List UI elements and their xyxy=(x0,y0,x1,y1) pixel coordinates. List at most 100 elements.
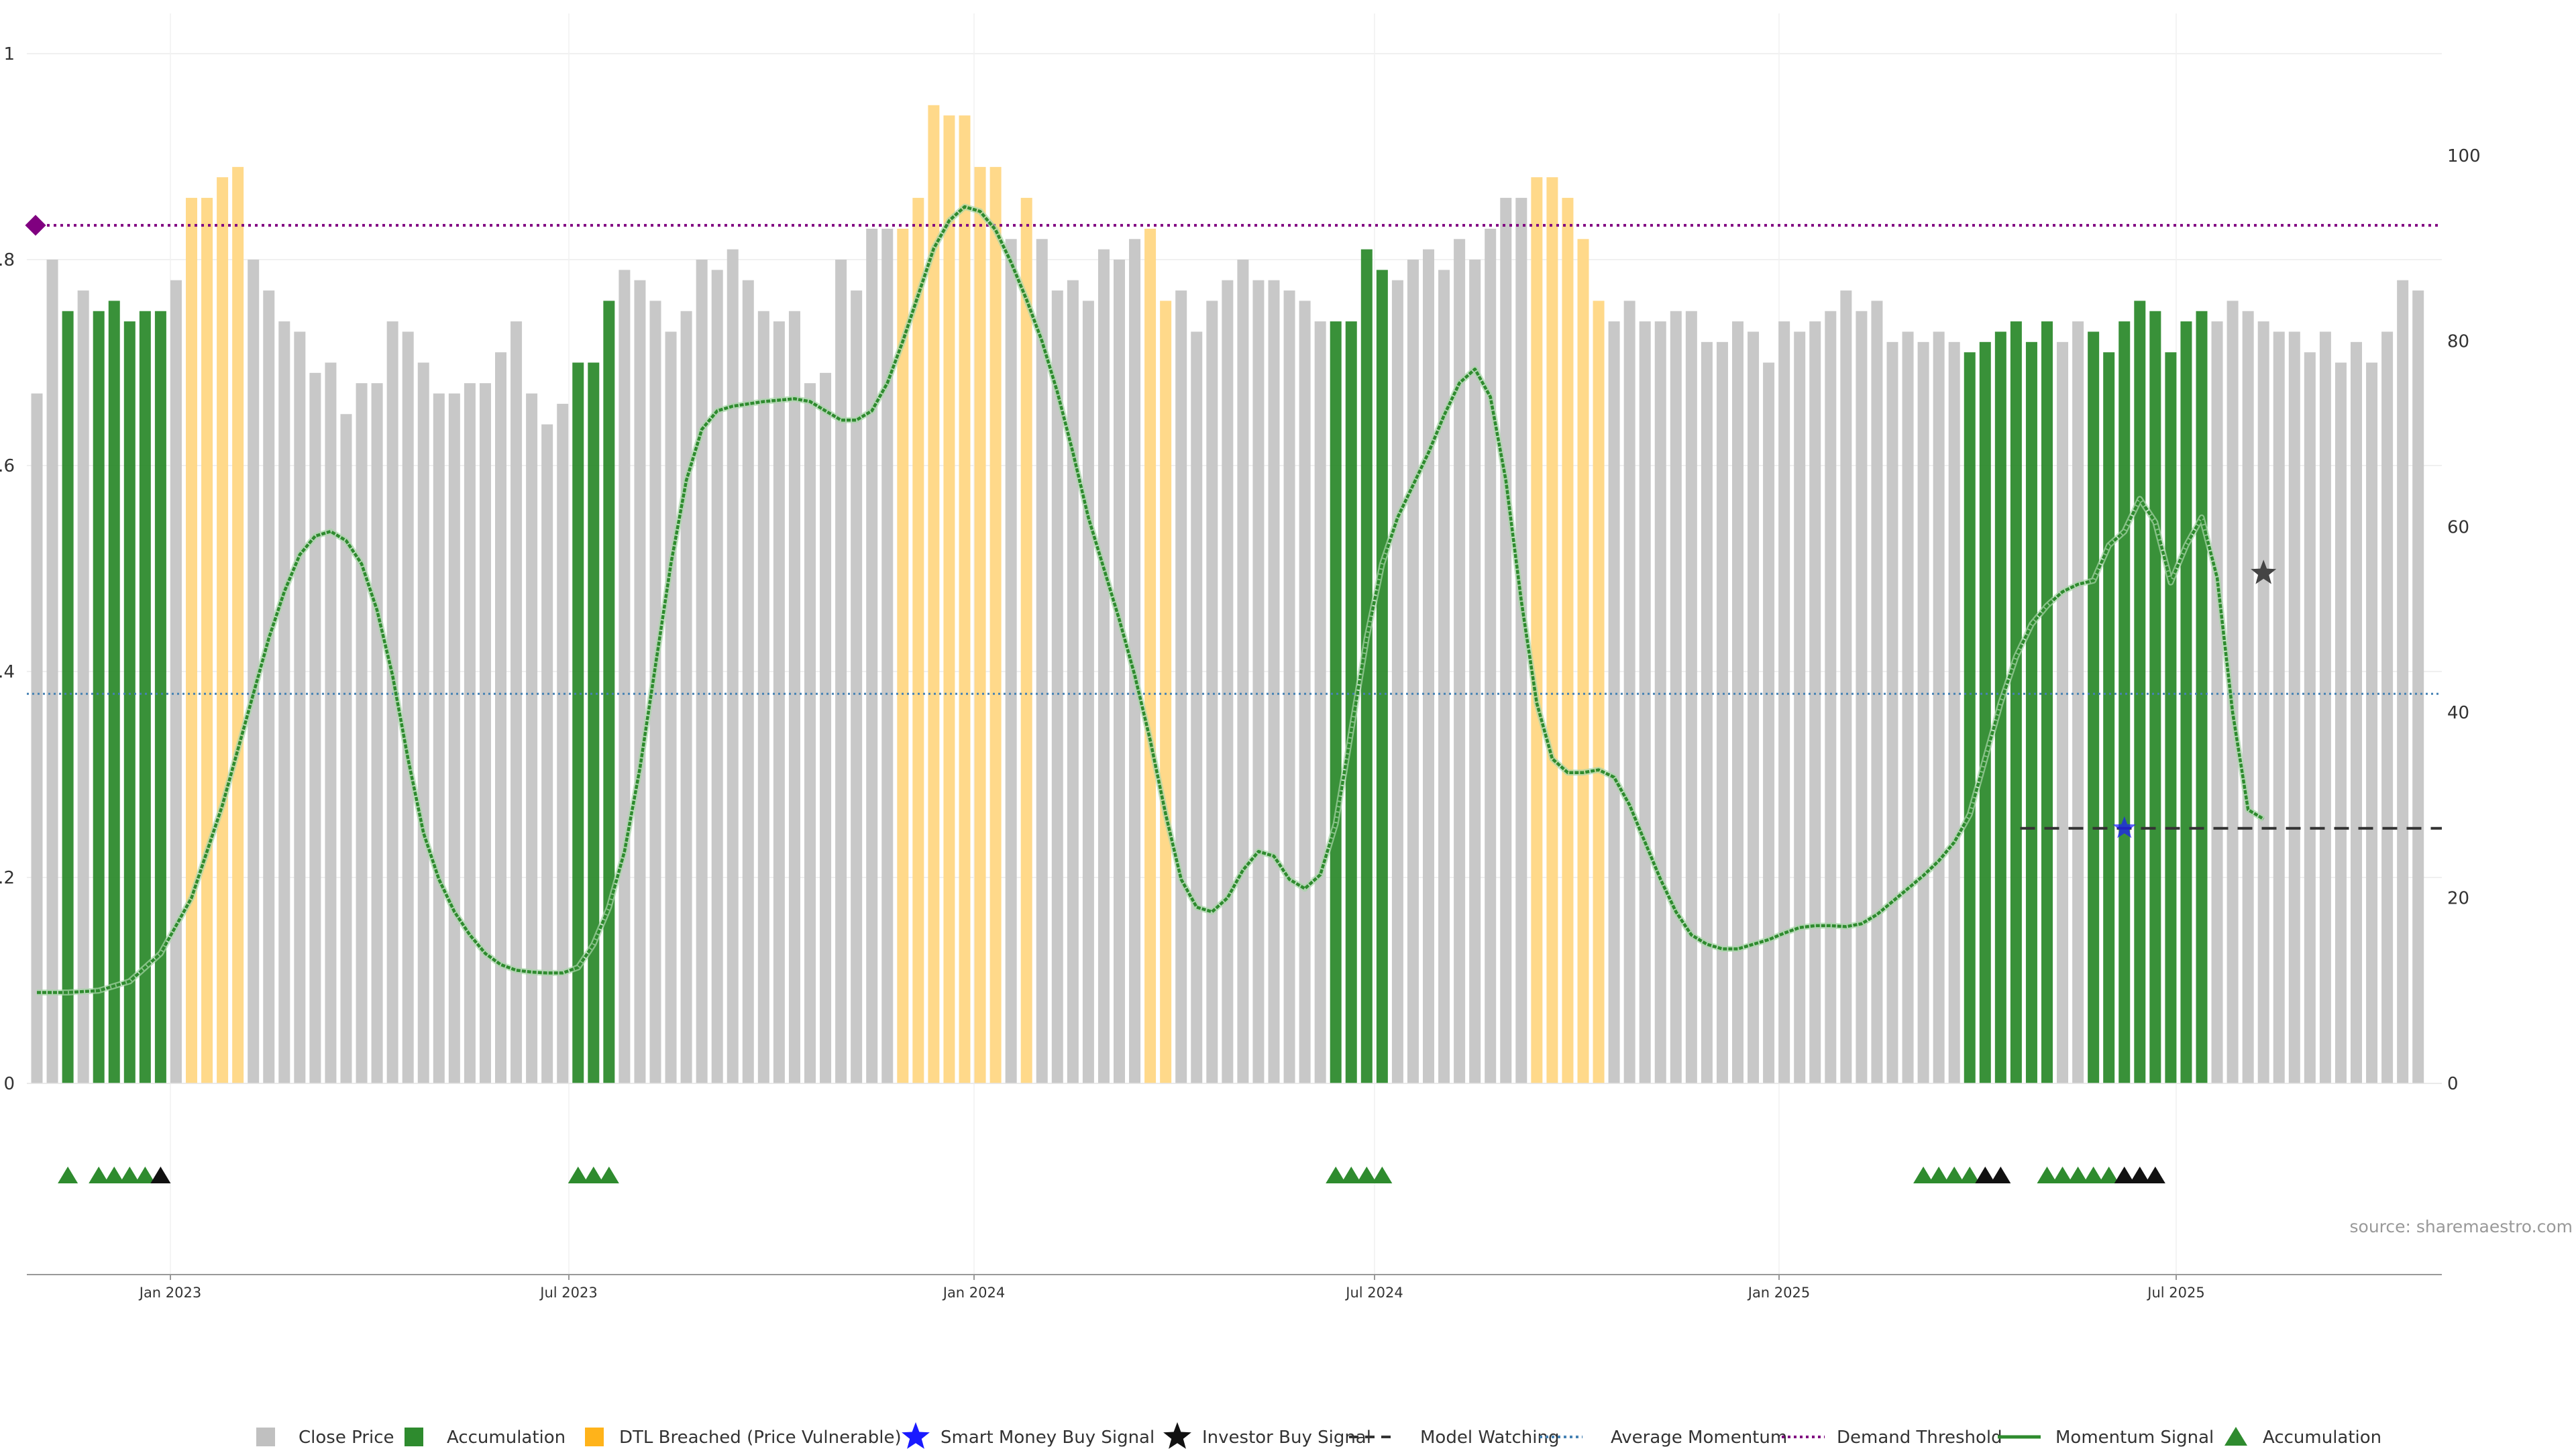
price-bar xyxy=(742,280,754,1084)
price-bar xyxy=(93,311,105,1083)
legend-triangle-icon xyxy=(2224,1427,2247,1446)
price-bar xyxy=(356,383,368,1084)
price-bar xyxy=(2196,311,2208,1083)
price-bar xyxy=(773,321,785,1084)
price-bar xyxy=(1376,270,1388,1084)
price-bar xyxy=(959,115,971,1084)
demand-threshold-marker xyxy=(25,215,46,236)
price-bar xyxy=(1716,341,1728,1083)
price-bar xyxy=(2180,321,2192,1084)
price-bar xyxy=(1623,301,1635,1083)
price-bar xyxy=(1778,321,1790,1084)
price-bar xyxy=(309,372,321,1083)
price-bar xyxy=(1360,249,1373,1083)
legend-label: Close Price xyxy=(299,1428,394,1448)
price-bar xyxy=(1886,341,1898,1083)
investor-star xyxy=(2251,559,2277,584)
accumulation-marker xyxy=(583,1167,604,1183)
price-bar xyxy=(1577,239,1589,1083)
legend-label: Accumulation xyxy=(2263,1428,2381,1448)
source-label: source: sharemaestro.com xyxy=(2350,1217,2573,1236)
price-bar xyxy=(2118,321,2131,1084)
price-bar xyxy=(912,197,924,1083)
legend-label: Average Momentum xyxy=(1611,1428,1787,1448)
price-bar xyxy=(1732,321,1743,1084)
price-bar xyxy=(1964,352,1976,1083)
price-bar xyxy=(2103,352,2115,1083)
price-bar xyxy=(1685,311,1697,1083)
price-bar xyxy=(1531,177,1543,1084)
accumulation-marker xyxy=(1372,1167,1393,1183)
price-bar xyxy=(495,352,506,1083)
accumulation-marker xyxy=(1913,1167,1934,1183)
right-tick-label: 80 xyxy=(2447,332,2469,352)
price-bar xyxy=(526,393,538,1083)
date-tick-label: Jul 2023 xyxy=(539,1285,597,1301)
accumulation-marker xyxy=(2068,1167,2088,1183)
price-bar xyxy=(804,383,816,1084)
price-bar xyxy=(417,362,429,1083)
price-bar xyxy=(46,260,58,1083)
legend-swatch xyxy=(256,1428,275,1446)
price-bar xyxy=(433,393,445,1083)
left-tick-label: 1 xyxy=(3,44,15,64)
right-tick-label: 0 xyxy=(2447,1074,2459,1094)
price-bar xyxy=(1082,301,1094,1083)
momentum-signal-line xyxy=(37,205,2265,994)
accumulation-marker xyxy=(568,1167,588,1183)
price-bar xyxy=(1454,239,1466,1083)
price-bar xyxy=(263,290,275,1083)
investor-marker xyxy=(1990,1167,2011,1183)
price-bar xyxy=(325,362,337,1083)
price-bar xyxy=(2025,341,2037,1083)
legend-label: Investor Buy Signal xyxy=(1202,1428,1371,1448)
price-bar xyxy=(1423,249,1434,1083)
price-bar xyxy=(572,362,584,1083)
investor-marker xyxy=(1975,1167,1996,1183)
price-bar xyxy=(2381,331,2394,1084)
price-bar xyxy=(2412,290,2424,1083)
price-bar xyxy=(1639,321,1651,1084)
price-bar xyxy=(2211,321,2223,1084)
price-bar xyxy=(1051,290,1063,1083)
price-bar xyxy=(2242,311,2254,1083)
axes: 0 0.2 0.4 0.6 0.8 1 0 20 40 60 80 100 Jan 2023 Jul 20… xyxy=(0,44,2481,1301)
price-bar xyxy=(511,321,523,1084)
left-tick-label: 0.6 xyxy=(0,456,15,476)
price-bar xyxy=(680,311,692,1083)
price-bar xyxy=(1515,197,1527,1083)
accumulation-marker xyxy=(1326,1167,1346,1183)
legend-star-icon xyxy=(902,1422,930,1449)
price-bar xyxy=(928,105,940,1083)
right-tick-label: 20 xyxy=(2447,888,2469,908)
accumulation-marker xyxy=(89,1167,109,1183)
price-bar xyxy=(1469,260,1481,1083)
price-bar xyxy=(217,177,229,1084)
price-bar xyxy=(1191,331,1203,1084)
price-bar xyxy=(1020,197,1032,1083)
price-bar xyxy=(448,393,460,1083)
legend-star-icon xyxy=(1163,1422,1191,1449)
price-bar xyxy=(2334,362,2347,1083)
price-bar xyxy=(866,228,878,1084)
price-bar xyxy=(1160,301,1172,1083)
date-tick-label: Jan 2025 xyxy=(1747,1285,1811,1301)
price-bar xyxy=(2010,321,2022,1084)
right-tick-label: 100 xyxy=(2447,146,2481,166)
price-bar xyxy=(649,301,661,1083)
price-bar xyxy=(634,280,646,1084)
price-bar xyxy=(1500,197,1512,1083)
price-bar xyxy=(1979,341,1991,1083)
price-bar xyxy=(1067,280,1079,1084)
left-tick-label: 0.4 xyxy=(0,662,15,682)
price-bar xyxy=(2288,331,2300,1084)
price-bar xyxy=(154,311,166,1083)
price-bar xyxy=(1314,321,1326,1084)
price-bar xyxy=(2165,352,2177,1083)
price-bar xyxy=(619,270,631,1084)
price-bar xyxy=(588,362,600,1083)
price-bar xyxy=(123,321,136,1084)
price-bar xyxy=(2366,362,2378,1083)
momentum-signal xyxy=(37,203,2265,996)
price-bar xyxy=(1222,280,1234,1084)
